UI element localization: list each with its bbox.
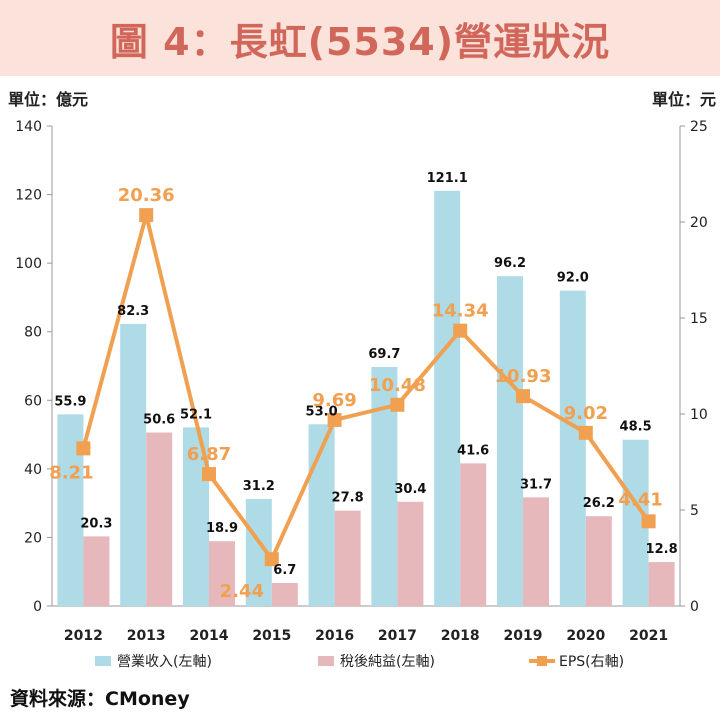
revenue-bar bbox=[559, 290, 586, 606]
x-tick-label: 2017 bbox=[378, 628, 417, 644]
revenue-data-label: 52.1 bbox=[180, 407, 212, 422]
legend-net-income-swatch bbox=[318, 656, 334, 666]
eps-point bbox=[264, 552, 279, 567]
x-tick-label: 2015 bbox=[252, 628, 291, 644]
revenue-bar bbox=[120, 323, 147, 606]
eps-data-label: 9.69 bbox=[312, 390, 356, 411]
eps-line bbox=[81, 213, 651, 562]
source-note: 資料來源：CMoney bbox=[10, 688, 190, 710]
right-tick-label: 5 bbox=[690, 503, 699, 519]
net-income-bar bbox=[648, 562, 675, 606]
eps-point bbox=[641, 514, 656, 529]
x-tick-label: 2020 bbox=[566, 628, 605, 644]
net-income-data-label: 41.6 bbox=[457, 443, 489, 458]
revenue-data-label: 55.9 bbox=[54, 394, 86, 409]
eps-point bbox=[202, 467, 216, 482]
net-income-data-label: 20.3 bbox=[80, 516, 112, 531]
legend-eps-label: EPS(右軸) bbox=[559, 654, 624, 670]
revenue-data-label: 121.1 bbox=[427, 171, 468, 186]
right-axis-unit: 單位：元 bbox=[651, 90, 716, 109]
net-income-data-label: 31.7 bbox=[520, 477, 552, 492]
left-tick-label: 80 bbox=[24, 325, 42, 341]
x-tick-label: 2021 bbox=[629, 628, 668, 644]
eps-data-label: 20.36 bbox=[118, 185, 175, 206]
right-tick-label: 0 bbox=[690, 599, 699, 615]
revenue-bar bbox=[308, 424, 335, 606]
eps-data-label: 4.41 bbox=[618, 489, 662, 510]
eps-point bbox=[327, 412, 342, 427]
title-bar: 圖 4：長虹(5534)營運狀況 bbox=[0, 0, 720, 76]
eps-point bbox=[516, 389, 530, 404]
eps-data-label: 8.21 bbox=[49, 462, 93, 483]
eps-point bbox=[578, 425, 593, 440]
revenue-data-label: 96.2 bbox=[494, 256, 526, 271]
left-tick-label: 120 bbox=[15, 188, 42, 204]
eps-data-label: 2.44 bbox=[220, 581, 264, 602]
net-income-bar bbox=[397, 501, 424, 606]
x-tick-label: 2016 bbox=[315, 628, 354, 644]
left-tick-label: 140 bbox=[15, 119, 42, 135]
net-income-bar bbox=[83, 536, 110, 606]
left-tick-label: 20 bbox=[24, 530, 42, 546]
revenue-data-label: 69.7 bbox=[368, 347, 400, 362]
revenue-bar bbox=[434, 190, 461, 607]
net-income-bar bbox=[146, 432, 173, 606]
net-income-data-label: 30.4 bbox=[394, 482, 426, 497]
left-tick-label: 60 bbox=[24, 393, 42, 409]
net-income-data-label: 18.9 bbox=[206, 521, 238, 536]
net-income-bar bbox=[334, 510, 361, 606]
legend-eps-swatch-marker bbox=[537, 656, 547, 666]
x-tick-label: 2013 bbox=[127, 628, 166, 644]
eps-data-label: 10.48 bbox=[369, 375, 426, 396]
right-tick-label: 20 bbox=[690, 215, 708, 231]
revenue-data-label: 82.3 bbox=[117, 304, 149, 319]
revenue-data-label: 48.5 bbox=[620, 420, 652, 435]
eps-point bbox=[139, 208, 154, 223]
net-income-data-label: 12.8 bbox=[646, 542, 678, 557]
revenue-data-label: 92.0 bbox=[557, 271, 589, 286]
revenue-data-label: 53.0 bbox=[306, 404, 338, 419]
eps-data-label: 9.02 bbox=[564, 403, 608, 424]
eps-data-label: 6.87 bbox=[187, 444, 231, 465]
net-income-bar bbox=[209, 541, 235, 606]
x-tick-label: 2014 bbox=[190, 628, 229, 644]
legend-revenue-swatch bbox=[95, 656, 111, 666]
revenue-bar bbox=[497, 276, 523, 606]
net-income-data-label: 6.7 bbox=[273, 563, 296, 578]
eps-data-label: 10.93 bbox=[495, 366, 552, 387]
net-income-bar bbox=[460, 463, 487, 606]
eps-point bbox=[453, 323, 468, 338]
x-tick-label: 2018 bbox=[441, 628, 480, 644]
net-income-data-label: 50.6 bbox=[143, 413, 175, 428]
eps-point bbox=[76, 441, 91, 456]
net-income-bar bbox=[271, 583, 298, 606]
x-tick-label: 2019 bbox=[504, 628, 543, 644]
net-income-bar bbox=[523, 497, 549, 606]
net-income-data-label: 26.2 bbox=[583, 496, 615, 511]
revenue-data-label: 31.2 bbox=[243, 479, 275, 494]
legend-revenue-label: 營業收入(左軸) bbox=[117, 654, 212, 670]
left-tick-label: 100 bbox=[15, 256, 42, 272]
right-tick-label: 10 bbox=[690, 407, 708, 423]
right-tick-label: 15 bbox=[690, 311, 708, 327]
net-income-bar bbox=[585, 516, 612, 606]
left-tick-label: 40 bbox=[24, 462, 42, 478]
left-tick-label: 0 bbox=[33, 599, 42, 615]
right-tick-label: 25 bbox=[690, 119, 708, 135]
left-axis-unit: 單位：億元 bbox=[8, 90, 89, 109]
eps-point bbox=[390, 397, 405, 412]
chart-title: 圖 4：長虹(5534)營運狀況 bbox=[109, 19, 611, 64]
eps-data-label: 14.34 bbox=[432, 301, 489, 322]
x-tick-label: 2012 bbox=[64, 628, 103, 644]
legend-net-income-label: 稅後純益(左軸) bbox=[340, 654, 435, 670]
net-income-data-label: 27.8 bbox=[332, 491, 364, 506]
